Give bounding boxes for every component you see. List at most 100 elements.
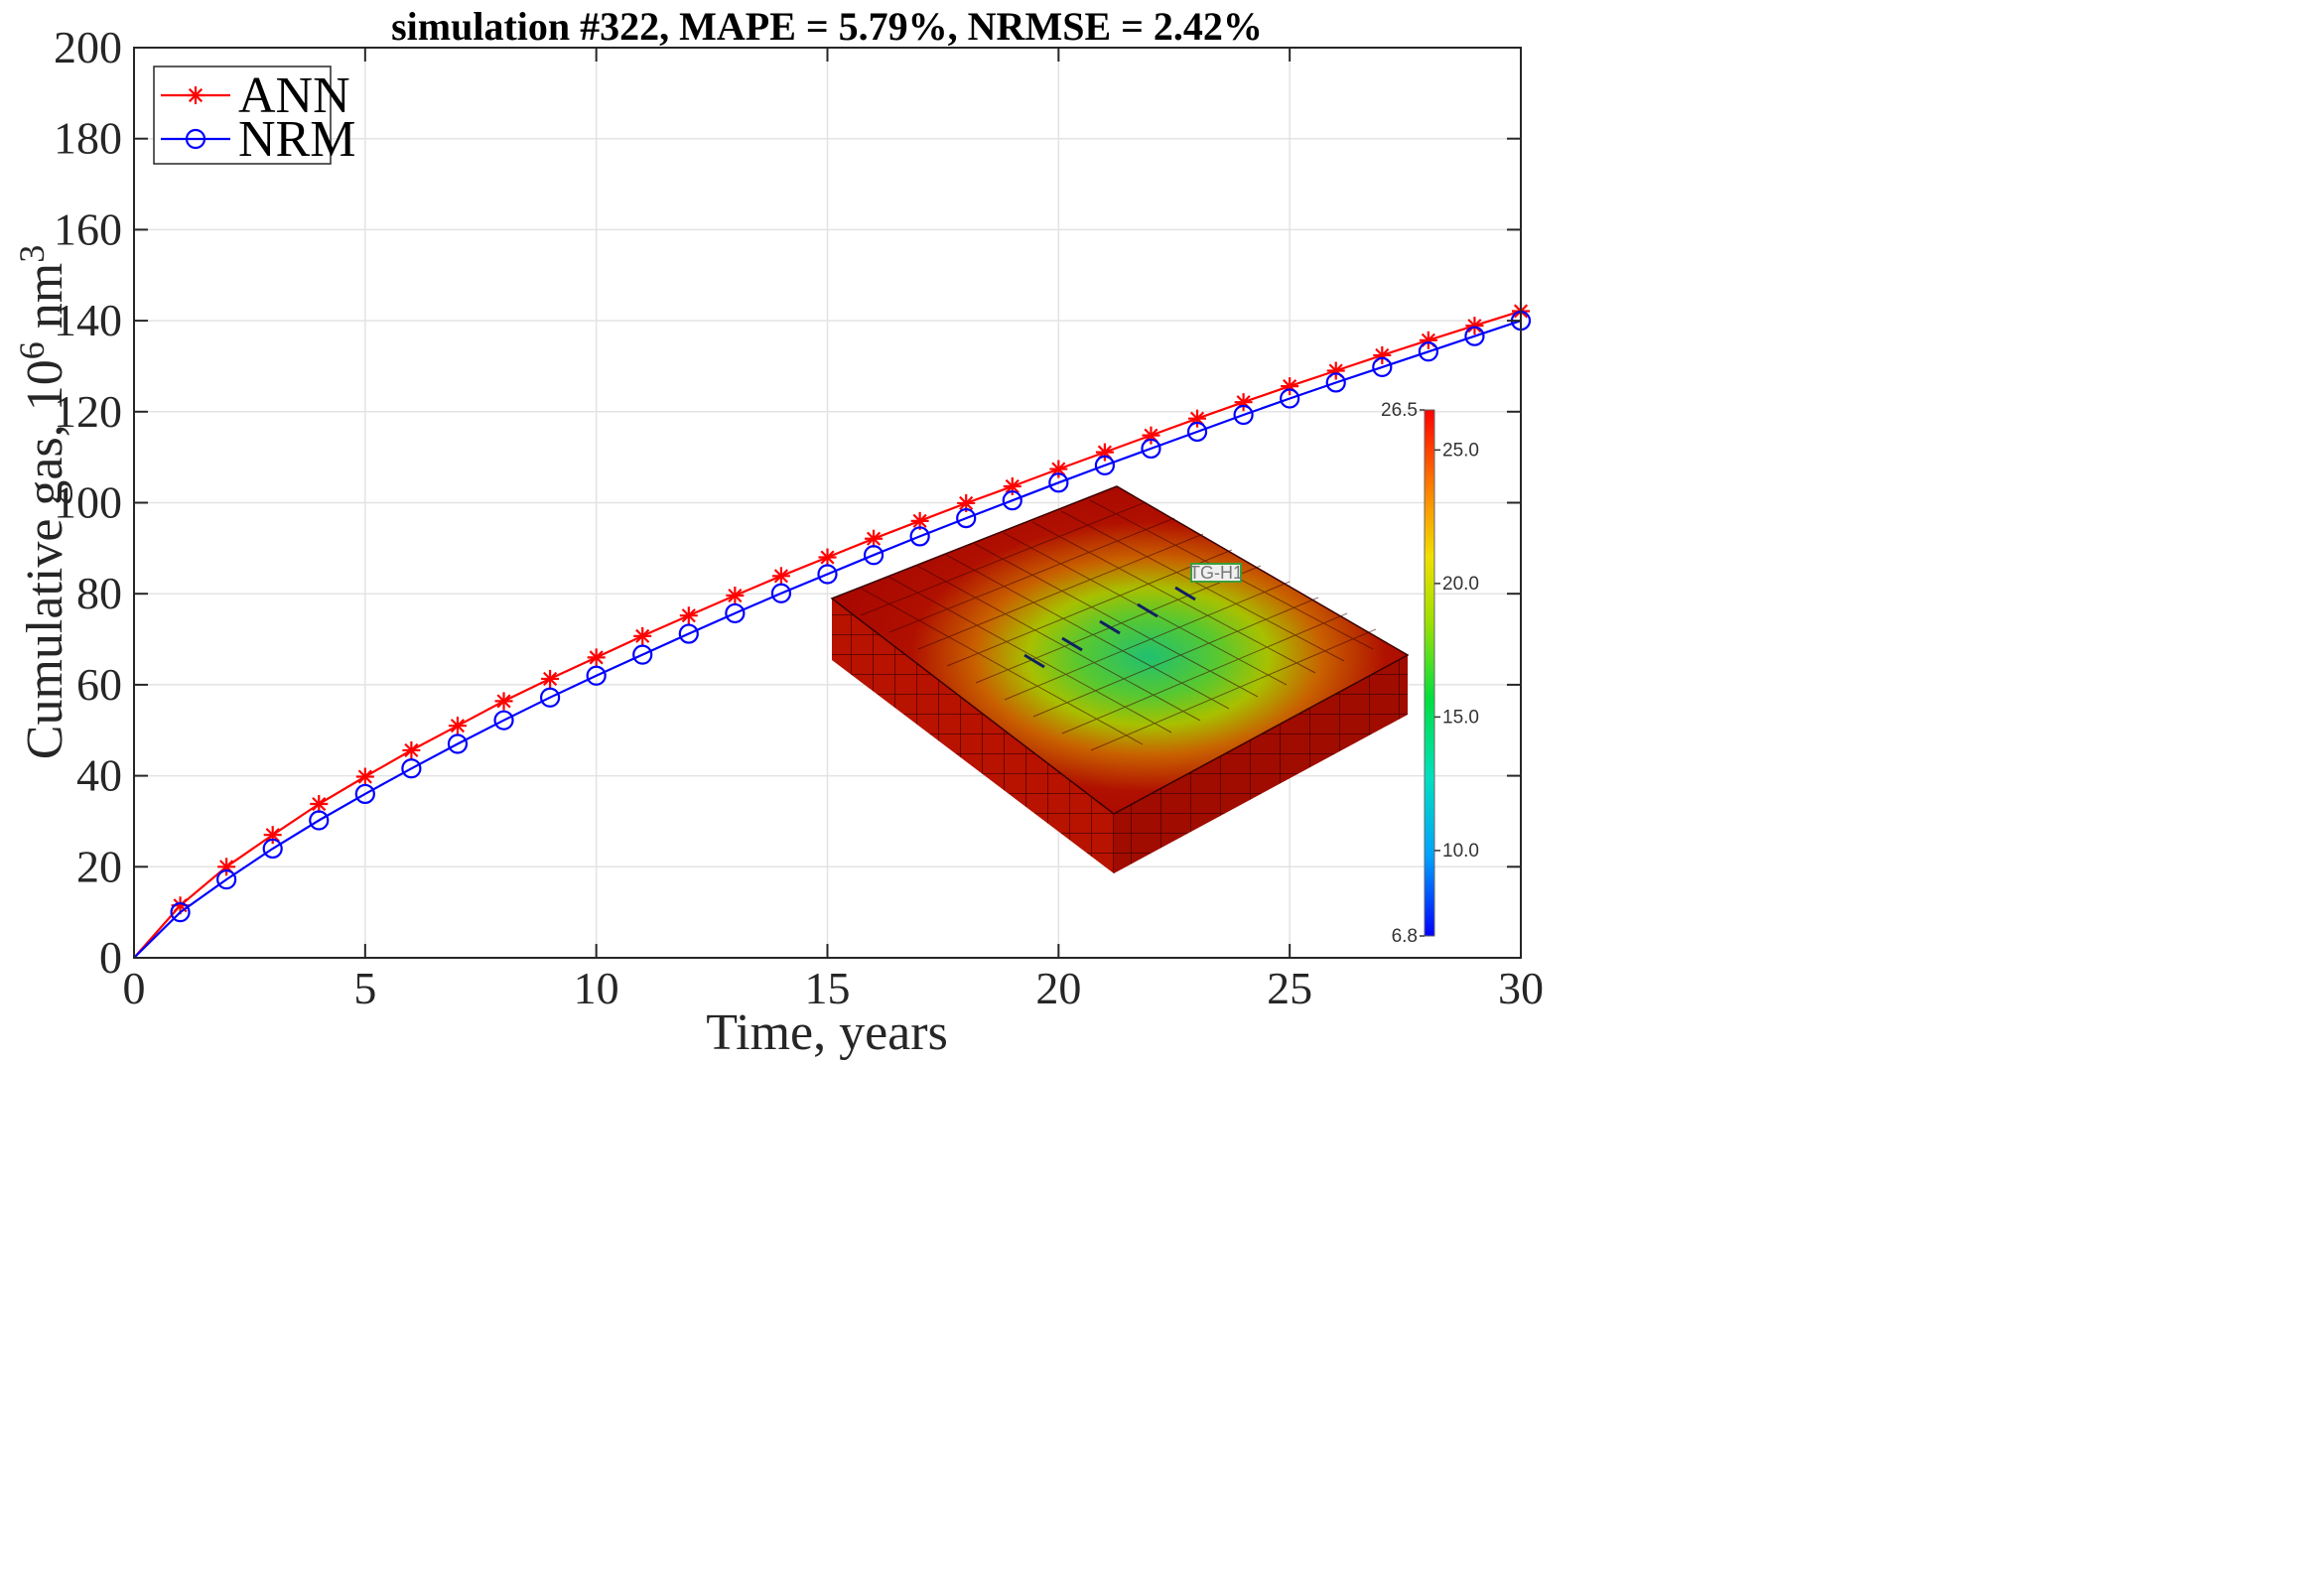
data-point-nrm — [725, 602, 746, 624]
legend-item-nrm: NRM — [161, 111, 355, 168]
data-point-ann — [402, 740, 421, 759]
data-point-nrm — [1280, 388, 1300, 409]
x-tick-label: 10 — [574, 963, 619, 1013]
data-point-nrm — [401, 758, 422, 779]
data-point-nrm — [1372, 356, 1393, 377]
legend-marker-nrm — [185, 128, 206, 150]
data-point-nrm — [1464, 326, 1485, 346]
well-label: TG-H1 — [1189, 563, 1243, 583]
y-axis-label: Cumulative gas, 106 nm3 — [12, 245, 73, 759]
data-point-nrm — [1002, 490, 1022, 511]
chart-title: simulation #322, MAPE = 5.79%, NRMSE = 2… — [391, 4, 1263, 49]
x-axis-label: Time, years — [706, 1004, 948, 1061]
colorbar-tick-label: 6.8 — [1392, 926, 1418, 947]
data-point-nrm — [354, 783, 375, 805]
reservoir-top-face — [830, 485, 1410, 815]
data-point-ann — [310, 795, 329, 814]
series-nrm — [133, 311, 1532, 959]
colorbar-tick-label: 20.0 — [1442, 574, 1479, 595]
data-point-ann — [679, 606, 698, 625]
data-point-nrm — [262, 838, 283, 860]
y-tick-label: 80 — [76, 568, 122, 618]
data-point-nrm — [216, 869, 237, 890]
data-point-nrm — [1418, 341, 1438, 362]
legend-label-ann: ANN — [238, 67, 350, 124]
data-point-nrm — [909, 526, 930, 547]
data-point-nrm — [586, 665, 607, 686]
legend-item-ann: ANN — [161, 67, 350, 124]
data-point-ann — [1281, 377, 1299, 396]
y-tick-label: 200 — [54, 22, 122, 72]
y-tick-label: 20 — [76, 841, 122, 891]
x-tick-label: 5 — [353, 963, 376, 1013]
colorbar — [1424, 409, 1435, 937]
y-axis-label-main: Cumulative gas, 10 — [17, 359, 73, 759]
data-point-nrm — [170, 902, 191, 923]
y-tick-label: 160 — [54, 203, 122, 254]
reservoir-model-inset: TG-H1 26.5 25.0 20.0 15.0 10.0 6.8 — [830, 400, 1479, 947]
colorbar-tick-label: 10.0 — [1442, 841, 1479, 862]
y-tick-label: 180 — [54, 113, 122, 164]
data-point-nrm — [678, 623, 699, 644]
data-point-ann — [541, 669, 560, 688]
data-point-nrm — [1048, 472, 1069, 493]
data-point-ann — [494, 692, 513, 711]
data-point-nrm — [1141, 438, 1161, 460]
data-point-ann — [587, 648, 606, 667]
data-point-ann — [355, 767, 374, 786]
data-point-nrm — [817, 564, 838, 585]
well-perforations — [1023, 586, 1196, 669]
y-tick-label: 140 — [54, 295, 122, 345]
data-point-nrm — [863, 545, 885, 566]
data-point-ann — [726, 587, 745, 605]
data-point-nrm — [956, 507, 977, 529]
x-tick-label: 25 — [1267, 963, 1312, 1013]
y-tick-label: 0 — [99, 932, 122, 983]
data-point-nrm — [1325, 372, 1346, 393]
colorbar-tick-label: 25.0 — [1442, 440, 1479, 461]
data-point-ann — [771, 567, 790, 586]
series-ann — [133, 302, 1530, 959]
colorbar-tick-label: 26.5 — [1381, 400, 1418, 421]
data-point-ann — [1049, 460, 1068, 478]
reservoir-side-face — [1114, 655, 1408, 873]
data-point-nrm — [1094, 455, 1116, 476]
data-point-ann — [1465, 317, 1484, 335]
data-point-ann — [865, 529, 884, 548]
data-point-nrm — [309, 810, 330, 831]
colorbar-tick-label: 15.0 — [1442, 707, 1479, 728]
y-tick-label: 60 — [76, 659, 122, 710]
data-point-nrm — [493, 710, 514, 731]
data-point-nrm — [447, 733, 469, 754]
data-point-nrm — [770, 583, 792, 603]
y-tick-label: 100 — [54, 477, 122, 528]
series-line-nrm — [133, 320, 1522, 959]
x-tick-label: 0 — [123, 963, 146, 1013]
x-tick-label: 15 — [805, 963, 851, 1013]
y-axis-label-unit: nm — [17, 263, 73, 341]
legend-label-nrm: NRM — [238, 111, 355, 168]
series-layer — [133, 302, 1532, 959]
data-point-nrm — [632, 644, 653, 665]
axis-ticks: 0 5 10 15 20 25 30 0 20 40 60 80 100 120 140 160 180 200 — [54, 22, 1544, 1013]
data-point-ann — [263, 826, 282, 845]
reservoir-front-face — [832, 598, 1114, 873]
data-point-ann — [818, 548, 837, 567]
x-tick-label: 30 — [1498, 963, 1544, 1013]
colorbar-ticks: 26.5 25.0 20.0 15.0 10.0 6.8 — [1381, 400, 1479, 947]
legend-box — [153, 66, 332, 165]
data-point-ann — [448, 717, 467, 735]
x-tick-label: 20 — [1035, 963, 1081, 1013]
y-tick-label: 120 — [54, 386, 122, 437]
data-point-nrm — [1233, 404, 1254, 426]
y-axis-label-exp1: 6 — [12, 341, 52, 359]
data-point-nrm — [539, 687, 561, 708]
y-axis-label-exp2: 3 — [12, 245, 52, 263]
legend-marker-ann — [187, 86, 204, 104]
well-label-box — [1190, 563, 1242, 583]
y-tick-label: 40 — [76, 750, 122, 801]
data-point-nrm — [1186, 421, 1208, 443]
data-point-ann — [633, 626, 652, 645]
